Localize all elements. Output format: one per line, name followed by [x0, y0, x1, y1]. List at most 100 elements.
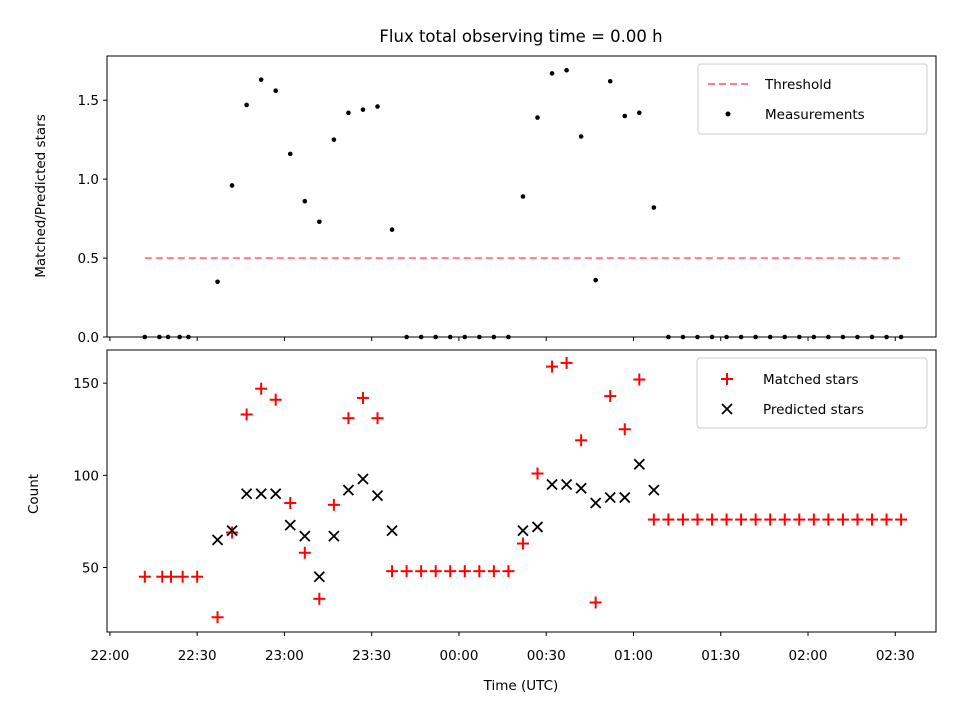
bottom-legend-box	[696, 357, 928, 429]
measurement-point	[317, 219, 322, 225]
predicted-star-point	[560, 478, 573, 491]
xtick-label: 22:00	[90, 648, 129, 664]
predicted-star-point	[531, 521, 544, 533]
measurement-point	[302, 198, 308, 204]
measurement-point	[651, 205, 657, 210]
matched-star-point	[444, 565, 457, 578]
matched-star-point	[895, 513, 908, 526]
matched-star-point	[604, 390, 617, 403]
xtick-label: 02:00	[789, 648, 828, 664]
top-y-axis-label: Matched/Predicted stars	[33, 114, 49, 277]
xtick-label: 00:30	[527, 648, 566, 664]
matched-star-point	[269, 393, 282, 406]
measurements-legend-label: Measurements	[765, 107, 865, 123]
matched-star-point	[400, 565, 413, 578]
measurement-point	[578, 134, 584, 139]
bottom-ytick-label: 50	[82, 560, 99, 576]
matched-star-point	[138, 570, 151, 583]
predicted-star-point	[575, 482, 587, 494]
matched-star-point	[371, 412, 384, 425]
matched-star-point	[851, 513, 864, 526]
matched-star-point	[487, 565, 500, 578]
predicted-legend-swatch	[721, 403, 733, 415]
measurement-point	[375, 104, 380, 109]
matched-star-point	[356, 391, 369, 404]
measurement-point	[622, 113, 628, 119]
measurement-point	[287, 151, 293, 157]
top-xtick-marks	[109, 337, 896, 341]
bottom-axes-frame	[106, 349, 937, 633]
predicted-star-point	[211, 534, 224, 546]
matched-star-point	[313, 592, 326, 605]
top-ytick-label: 0.0	[78, 330, 99, 346]
measurement-point	[535, 115, 540, 120]
matched-star-point	[560, 356, 573, 369]
measurement-point	[607, 78, 613, 84]
predicted-star-point	[633, 458, 645, 470]
matched-star-point	[284, 496, 297, 509]
xtick-label: 01:00	[614, 648, 653, 664]
bottom-y-axis-label: Count	[26, 474, 42, 514]
measurement-point	[215, 279, 220, 285]
matched-star-point	[473, 565, 486, 578]
bottom-xticks: 22:00 22:30 23:00 23:30 00:00 00:30 01:00 01:30…	[90, 632, 915, 664]
measurement-point	[637, 110, 642, 116]
top-ytick-label: 1.5	[78, 93, 99, 109]
matched-star-point	[211, 611, 224, 624]
matched-star-point	[546, 360, 559, 373]
bottom-points-layer	[138, 356, 908, 624]
predicted-star-point	[284, 519, 296, 531]
top-legend: Threshold Measurements	[697, 63, 928, 135]
measurement-point	[549, 71, 555, 76]
measurement-point	[389, 227, 395, 232]
measurement-point	[244, 102, 249, 108]
matched-legend-swatch	[721, 373, 733, 385]
top-points-layer	[142, 67, 904, 340]
predicted-star-point	[590, 497, 602, 509]
matched-star-point	[633, 373, 646, 386]
matched-star-point	[720, 513, 733, 526]
matched-star-point	[662, 513, 675, 526]
measurement-point	[593, 277, 598, 283]
predicted-star-point	[517, 524, 529, 537]
matched-legend-label: Matched stars	[763, 372, 859, 388]
xtick-label: 23:00	[265, 648, 304, 664]
matched-star-point	[836, 513, 849, 526]
bottom-ytick-label: 150	[73, 376, 99, 392]
xtick-label: 02:30	[876, 648, 915, 664]
measurement-point	[360, 107, 366, 112]
xtick-label: 01:30	[701, 648, 740, 664]
matched-star-point	[822, 513, 835, 526]
matched-star-point	[386, 565, 399, 578]
predicted-star-point	[619, 491, 631, 504]
matched-star-point	[589, 596, 602, 609]
matched-star-point	[778, 513, 791, 526]
measurement-point	[346, 110, 351, 116]
matched-star-point	[458, 565, 471, 578]
matched-star-point	[531, 467, 544, 480]
measurement-point	[331, 137, 337, 142]
top-legend-box	[697, 63, 928, 135]
predicted-star-point	[226, 524, 238, 537]
matched-star-point	[429, 565, 442, 578]
matched-star-point	[691, 513, 704, 526]
xtick-label: 23:30	[352, 648, 391, 664]
matched-star-point	[327, 498, 340, 511]
matched-star-point	[191, 570, 204, 583]
matched-star-point	[764, 513, 777, 526]
measurements-legend-swatch	[725, 111, 731, 117]
bottom-legend: Matched stars Predicted stars	[696, 357, 928, 429]
matched-star-point	[866, 513, 879, 526]
matched-star-point	[735, 513, 748, 526]
predicted-star-point	[270, 488, 282, 500]
measurement-point	[258, 77, 264, 82]
figure-title: Flux total observing time = 0.00 h	[379, 27, 662, 46]
bottom-yticks: 50 100 150	[73, 376, 107, 576]
predicted-star-point	[299, 530, 311, 542]
matched-star-point	[880, 513, 893, 526]
top-yticks: 0.0 0.5 1.0 1.5	[78, 93, 107, 346]
matched-star-point	[342, 412, 355, 425]
predicted-star-point	[371, 489, 384, 502]
matched-star-point	[516, 537, 529, 550]
matched-star-point	[676, 513, 689, 526]
